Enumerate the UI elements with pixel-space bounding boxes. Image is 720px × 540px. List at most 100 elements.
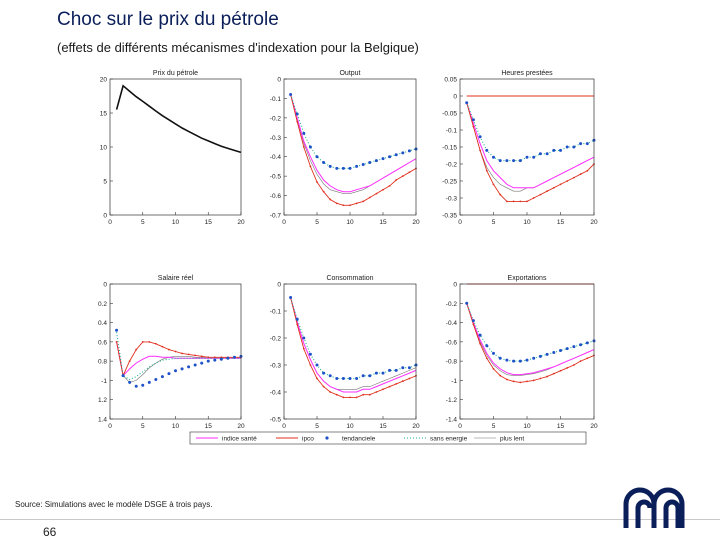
x-tick-label: 10 (172, 423, 180, 430)
point-ipco (479, 149, 481, 152)
point-ipco (506, 200, 508, 203)
series-ipco (116, 341, 241, 378)
legend-item-sans-energie: sans energie (404, 436, 468, 443)
point-tendanciele (478, 333, 482, 337)
point-tendanciele (193, 363, 197, 367)
point-tendanciele (341, 166, 345, 170)
x-tick-label: 15 (557, 423, 565, 430)
point-tendanciele (401, 151, 405, 155)
point-tendanciele (335, 166, 339, 170)
legend-item-indice-sante: indice santé (196, 436, 257, 443)
point-ipco (552, 372, 555, 375)
point-tendanciele (512, 359, 516, 363)
panel-title: Exportations (508, 275, 547, 282)
series-plus-lent (290, 297, 417, 390)
point-ipco (519, 200, 522, 203)
x-tick-label: 5 (141, 219, 145, 226)
x-tick-label: 0 (108, 423, 112, 430)
point-tendanciele (525, 155, 529, 159)
y-tick-label: 20 (100, 77, 108, 84)
point-tendanciele (381, 157, 385, 161)
y-tick-label: -0.2 (270, 115, 282, 122)
point-ipco (566, 180, 569, 182)
point-tendanciele (180, 367, 184, 371)
point-ipco (168, 348, 170, 351)
point-ipco (302, 146, 305, 148)
point-tendanciele (512, 159, 516, 163)
y-tick-label: 5 (103, 179, 107, 186)
legend: indice santé ipco tendanciele sans energie p… (189, 431, 587, 445)
point-tendanciele (471, 118, 475, 122)
y-tick-label: -0.25 (442, 179, 457, 186)
legend-box (189, 431, 587, 445)
x-tick-label: 0 (282, 423, 286, 430)
x-tick-label: 0 (108, 219, 112, 226)
point-tendanciele (532, 155, 536, 159)
y-tick-label: -1.4 (98, 417, 107, 424)
legend-label: tendanciele (342, 436, 376, 443)
point-tendanciele (505, 358, 509, 362)
y-tick-label: 0.05 (444, 77, 457, 84)
point-ipco (355, 202, 358, 205)
point-tendanciele (545, 352, 549, 356)
y-tick-label: -0.4 (98, 320, 107, 327)
point-tendanciele (585, 341, 589, 345)
point-ipco (552, 186, 555, 189)
x-tick-label: 20 (590, 219, 598, 226)
point-tendanciele (322, 371, 326, 375)
point-tendanciele (335, 377, 339, 380)
point-ipco (200, 355, 203, 358)
x-tick-label: 20 (237, 423, 245, 430)
point-ipco (479, 342, 481, 345)
point-ipco (296, 120, 299, 123)
point-ipco (512, 200, 515, 203)
point-ipco (539, 377, 542, 380)
x-tick-label: 10 (346, 219, 354, 226)
point-tendanciele (328, 164, 332, 168)
point-tendanciele (388, 155, 392, 159)
y-tick-label: -0.7 (270, 213, 282, 220)
point-tendanciele (206, 359, 210, 363)
point-ipco (566, 366, 569, 369)
legend-label: plus lent (500, 436, 524, 443)
point-tendanciele (348, 377, 352, 380)
point-tendanciele (302, 131, 306, 135)
point-tendanciele (308, 352, 312, 356)
footer-divider (0, 519, 720, 520)
x-tick-label: 5 (141, 423, 145, 430)
point-ipco (579, 173, 582, 176)
point-tendanciele (492, 351, 495, 355)
y-tick-label: 0 (453, 282, 457, 289)
point-ipco (485, 169, 488, 172)
point-ipco (388, 184, 391, 187)
point-tendanciele (401, 366, 405, 370)
bank-logo-icon (623, 487, 685, 528)
point-ipco (492, 367, 495, 370)
point-ipco (506, 378, 508, 381)
point-ipco (395, 383, 398, 385)
y-tick-label: -1 (451, 378, 457, 385)
point-ipco (485, 357, 488, 360)
point-tendanciele (407, 149, 411, 153)
point-ipco (573, 176, 575, 179)
point-tendanciele (465, 301, 469, 305)
point-ipco (181, 352, 183, 355)
point-tendanciele (565, 145, 569, 149)
point-ipco (472, 125, 475, 128)
y-tick-label: 0 (453, 94, 457, 101)
point-ipco (148, 340, 151, 343)
point-ipco (309, 165, 312, 168)
y-tick-label: -0.2 (98, 301, 107, 308)
point-ipco (401, 175, 404, 178)
point-tendanciele (295, 317, 299, 321)
y-tick-label: -0.6 (98, 339, 107, 346)
x-tick-label: 10 (172, 219, 180, 226)
point-tendanciele (552, 350, 556, 354)
point-tendanciele (572, 145, 576, 149)
x-tick-label: 0 (458, 423, 462, 430)
legend-label: sans energie (430, 436, 468, 443)
x-tick-label: 10 (346, 423, 354, 430)
point-ipco (316, 377, 318, 380)
point-tendanciele (388, 368, 392, 372)
